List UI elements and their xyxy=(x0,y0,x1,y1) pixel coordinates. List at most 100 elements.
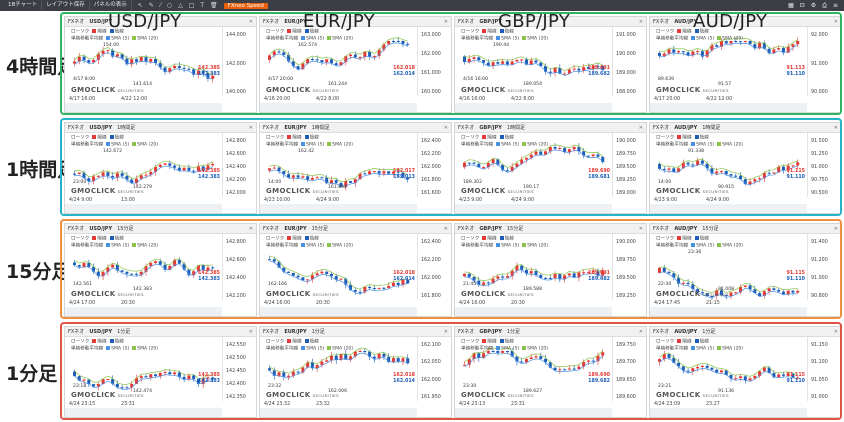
navigator-strip[interactable] xyxy=(65,408,222,417)
candlestick-chart[interactable] xyxy=(455,234,614,302)
chart-panel[interactable]: FXネオ AUD/JPY 1時間足 ✕ ローソク 陽線 陰線 単純移動平均線 SMA (5) SM… xyxy=(649,122,840,214)
candlestick-chart[interactable] xyxy=(65,27,224,98)
price-axis[interactable]: 162.100 162.050 162.000 161.950 xyxy=(417,337,451,401)
navigator-strip[interactable] xyxy=(260,408,417,417)
navigator-strip[interactable] xyxy=(650,408,807,417)
navigator-strip[interactable] xyxy=(455,204,612,213)
price-axis[interactable]: 91.150 91.100 91.050 91.000 xyxy=(807,337,840,401)
chart-panel[interactable]: FXネオ GBP/JPY 1分足 ✕ ローソク 陽線 陰線 単純移動平均線 SMA (5) SMA… xyxy=(454,326,647,418)
chart-panel[interactable]: FXネオ USD/JPY 1分足 ✕ ローソク 陽線 陰線 単純移動平均線 SMA (5) SMA… xyxy=(64,326,257,418)
price-axis[interactable]: 142.800 142.600 142.400 142.200 142.000 xyxy=(222,133,256,197)
close-icon[interactable]: ✕ xyxy=(638,328,643,335)
price-axis[interactable]: 162.400 162.200 162.000 161.800 xyxy=(417,234,451,300)
navigator-strip[interactable] xyxy=(260,103,417,112)
trash-icon[interactable]: 🗑 xyxy=(210,2,218,9)
candlestick-chart[interactable] xyxy=(65,234,224,302)
layout-icon[interactable]: ▦ xyxy=(788,1,794,9)
close-icon[interactable]: ✕ xyxy=(443,124,448,131)
candlestick-chart[interactable] xyxy=(260,234,419,302)
navigator-strip[interactable] xyxy=(650,103,807,112)
candlestick-chart[interactable] xyxy=(260,133,419,199)
navigator-strip[interactable] xyxy=(455,307,612,316)
candlestick-chart[interactable] xyxy=(455,27,614,98)
line-icon[interactable]: ⁄ xyxy=(159,2,161,9)
navigator-strip[interactable] xyxy=(260,204,417,213)
price-axis[interactable]: 189.750 189.700 189.650 189.600 xyxy=(612,337,646,401)
navigator-strip[interactable] xyxy=(455,103,612,112)
chart-panel[interactable]: FXネオ EUR/JPY 1時間足 ✕ ローソク 陽線 陰線 単純移動平均線 SMA (5) SM… xyxy=(259,122,452,214)
toolbar-save-layout-button[interactable]: レイアウト保存 xyxy=(42,1,90,10)
price-axis[interactable]: 142.800 142.600 142.400 142.200 xyxy=(222,234,256,300)
price-axis[interactable]: 190.000 189.750 189.500 189.250 xyxy=(612,234,646,300)
settings-icon[interactable]: ⚙ xyxy=(810,1,817,9)
chart-panel[interactable]: FXネオ USD/JPY ✕ ローソク 陽線 陰線 単純移動平均線 SMA (5) SMA (2… xyxy=(64,16,257,113)
circle-icon[interactable]: ○ xyxy=(166,2,173,9)
price-axis[interactable]: 163.000 162.000 161.000 160.000 xyxy=(417,27,451,96)
close-icon[interactable]: ✕ xyxy=(833,124,838,131)
navigator-strip[interactable] xyxy=(455,408,612,417)
toolbar-chart-button[interactable]: 1Bチャート xyxy=(4,1,43,10)
close-icon[interactable]: ✕ xyxy=(443,225,448,232)
close-icon[interactable]: ✕ xyxy=(638,18,643,25)
navigator-strip[interactable] xyxy=(650,204,807,213)
candlestick-chart[interactable] xyxy=(260,27,419,98)
fxneo-speed-button[interactable]: FXneo Speed xyxy=(223,2,268,9)
triangle-icon[interactable]: △ xyxy=(178,2,183,9)
menu-icon[interactable]: ≡ xyxy=(832,1,838,9)
navigator-strip[interactable] xyxy=(260,307,417,316)
cursor-icon[interactable]: ↖ xyxy=(137,2,143,9)
price-axis[interactable]: 144.000 142.000 140.000 xyxy=(222,27,256,96)
candle-body xyxy=(743,285,747,288)
chart-panel[interactable]: FXネオ AUD/JPY ✕ ローソク 陽線 陰線 単純移動平均線 SMA (5) SMA (2… xyxy=(649,16,840,113)
close-icon[interactable]: ✕ xyxy=(443,18,448,25)
close-icon[interactable]: ✕ xyxy=(638,225,643,232)
price-axis[interactable]: 191.000 190.000 189.000 188.000 xyxy=(612,27,646,96)
legend-row: 単純移動平均線 SMA (5) SMA (20) xyxy=(656,345,743,353)
navigator-strip[interactable] xyxy=(65,103,222,112)
navigator-strip[interactable] xyxy=(65,307,222,316)
close-icon[interactable]: ✕ xyxy=(638,124,643,131)
candlestick-chart[interactable] xyxy=(650,234,809,302)
price-axis[interactable]: 91.400 91.200 91.000 90.800 xyxy=(807,234,840,300)
close-icon[interactable]: ✕ xyxy=(833,225,838,232)
navigator-strip[interactable] xyxy=(65,204,222,213)
price-axis[interactable]: 190.000 189.750 189.500 189.250 189.000 xyxy=(612,133,646,197)
close-icon[interactable]: ✕ xyxy=(833,18,838,25)
candlestick-chart[interactable] xyxy=(650,133,809,199)
lock-icon[interactable]: ⊡ xyxy=(799,1,805,9)
chart-panel[interactable]: FXネオ EUR/JPY ✕ ローソク 陽線 陰線 単純移動平均線 SMA (5) SMA (2… xyxy=(259,16,452,113)
sma20-line xyxy=(269,37,408,66)
chart-panel[interactable]: FXネオ AUD/JPY 1分足 ✕ ローソク 陽線 陰線 単純移動平均線 SMA (5) SMA… xyxy=(649,326,840,418)
price-axis[interactable]: 92.000 91.000 90.000 xyxy=(807,27,840,96)
rectangle-icon[interactable]: □ xyxy=(188,2,195,9)
chart-panel[interactable]: FXネオ GBP/JPY 15分足 ✕ ローソク 陽線 陰線 単純移動平均線 SMA (5) SM… xyxy=(454,223,647,317)
close-icon[interactable]: ✕ xyxy=(443,328,448,335)
chart-panel[interactable]: FXネオ USD/JPY 15分足 ✕ ローソク 陽線 陰線 単純移動平均線 SMA (5) SM… xyxy=(64,223,257,317)
close-icon[interactable]: ✕ xyxy=(248,124,253,131)
chart-panel[interactable]: FXネオ GBP/JPY 1時間足 ✕ ローソク 陽線 陰線 単純移動平均線 SMA (5) SM… xyxy=(454,122,647,214)
print-icon[interactable]: ⎙ xyxy=(822,1,827,9)
candlestick-chart[interactable] xyxy=(650,27,809,98)
price-axis[interactable]: 91.500 91.250 91.000 90.750 90.500 xyxy=(807,133,840,197)
price-axis[interactable]: 142.550 142.500 142.450 142.400 142.350 xyxy=(222,337,256,401)
chart-panel[interactable]: FXネオ AUD/JPY 15分足 ✕ ローソク 陽線 陰線 単純移動平均線 SMA (5) SM… xyxy=(649,223,840,317)
close-icon[interactable]: ✕ xyxy=(248,18,253,25)
close-icon[interactable]: ✕ xyxy=(248,225,253,232)
candlestick-chart[interactable] xyxy=(455,133,614,199)
pen-icon[interactable]: ✎ xyxy=(148,2,154,9)
price-axis[interactable]: 162.400 162.200 162.000 161.800 161.600 xyxy=(417,133,451,197)
chart-panel[interactable]: FXネオ GBP/JPY ✕ ローソク 陽線 陰線 単純移動平均線 SMA (5) SMA (2… xyxy=(454,16,647,113)
toolbar-panel-display-button[interactable]: パネルの表示 xyxy=(90,1,132,10)
close-icon[interactable]: ✕ xyxy=(248,328,253,335)
text-icon[interactable]: T xyxy=(200,2,205,9)
candlestick-chart[interactable] xyxy=(455,337,614,403)
chart-panel[interactable]: FXネオ EUR/JPY 15分足 ✕ ローソク 陽線 陰線 単純移動平均線 SMA (5) SM… xyxy=(259,223,452,317)
candlestick-chart[interactable] xyxy=(65,133,224,199)
candlestick-chart[interactable] xyxy=(650,337,809,403)
chart-panel[interactable]: FXネオ USD/JPY 1時間足 ✕ ローソク 陽線 陰線 単純移動平均線 SMA (5) SM… xyxy=(64,122,257,214)
candlestick-chart[interactable] xyxy=(65,337,224,403)
chart-panel[interactable]: FXネオ EUR/JPY 1分足 ✕ ローソク 陽線 陰線 単純移動平均線 SMA (5) SMA… xyxy=(259,326,452,418)
candlestick-chart[interactable] xyxy=(260,337,419,403)
navigator-strip[interactable] xyxy=(650,307,807,316)
close-icon[interactable]: ✕ xyxy=(833,328,838,335)
